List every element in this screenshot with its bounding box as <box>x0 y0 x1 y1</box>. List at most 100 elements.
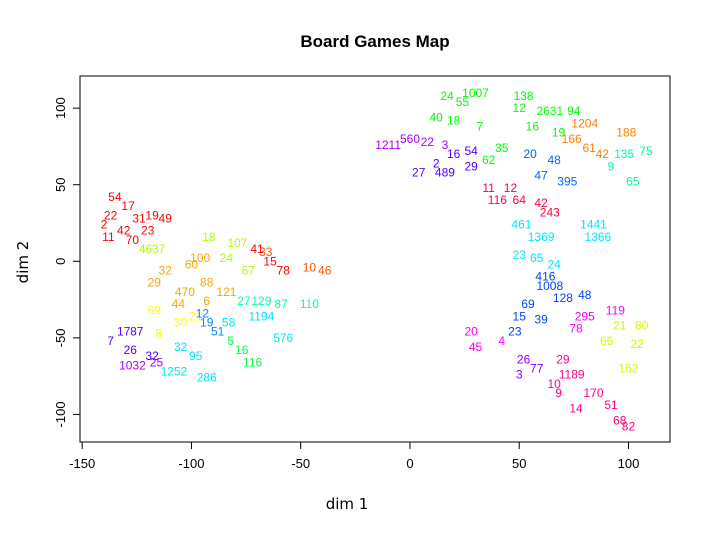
x-tick-label: -100 <box>178 456 204 471</box>
scatter-point-label: 1366 <box>585 230 612 244</box>
scatter-point-label: 29 <box>148 276 162 290</box>
scatter-point-label: 24 <box>220 251 234 265</box>
scatter-point-label: 40 <box>430 110 444 124</box>
scatter-point-label: 5 <box>227 334 234 348</box>
scatter-point-label: 116 <box>243 355 262 369</box>
scatter-point-label: 20 <box>523 147 537 161</box>
scatter-point-label: 17 <box>121 199 135 213</box>
scatter-point-label: 295 <box>575 309 595 323</box>
scatter-point-label: 15 <box>513 309 527 323</box>
scatter-point-label: 18 <box>202 230 216 244</box>
scatter-point-label: 20 <box>464 325 478 339</box>
scatter-point-label: 33 <box>259 245 273 259</box>
scatter-point-label: 10 <box>548 377 562 391</box>
scatter-point-label: 27 <box>412 165 426 179</box>
scatter-point-label: 119 <box>606 303 625 317</box>
scatter-point-label: 68 <box>613 414 627 428</box>
scatter-point-label: 9 <box>608 159 615 173</box>
x-axis: -150 -100 -50 0 50 100 <box>69 441 639 471</box>
x-tick-label: -50 <box>291 456 310 471</box>
scatter-point-label: 70 <box>126 233 140 247</box>
scatter-point-label: 23 <box>513 248 527 262</box>
scatter-point-label: 49 <box>159 211 173 225</box>
y-axis: -100 -50 0 50 100 <box>53 97 81 427</box>
scatter-point-label: 45 <box>469 340 483 354</box>
scatter-point-label: 42 <box>596 147 610 161</box>
x-tick-label: 50 <box>512 456 526 471</box>
scatter-point-label: 24 <box>440 89 454 103</box>
scatter-point-label: 32 <box>145 349 159 363</box>
scatter-point-label: 162 <box>618 361 638 375</box>
scatter-point-label: 60 <box>185 257 199 271</box>
scatter-point-label: 2 <box>101 218 108 232</box>
scatter-point-label: 1441 <box>580 218 607 232</box>
scatter-point-label: 26 <box>124 343 138 357</box>
scatter-point-label: 110 <box>300 297 319 311</box>
scatter-point-label: 16 <box>447 147 461 161</box>
scatter-point-label: 12 <box>504 181 518 195</box>
scatter-point-label: 6 <box>203 294 210 308</box>
scatter-point-label: 46 <box>139 242 153 256</box>
scatter-point-label: 107 <box>227 236 247 250</box>
scatter-point-label: 1189 <box>559 368 585 382</box>
scatter-point-label: 135 <box>614 147 634 161</box>
scatter-point-label: 47 <box>534 169 548 183</box>
scatter-point-label: 37 <box>152 242 166 256</box>
scatter-point-label: 78 <box>569 322 583 336</box>
scatter-point-label: 19 <box>200 316 214 330</box>
scatter-point-label: 23 <box>141 224 155 238</box>
scatter-point-label: 26 <box>517 352 531 366</box>
scatter-point-label: 78 <box>277 263 291 277</box>
scatter-point-label: 69 <box>148 303 162 317</box>
scatter-point-label: 416 <box>535 270 555 284</box>
scatter-point-label: 69 <box>521 297 535 311</box>
scatter-point-label: 1211 <box>375 138 401 152</box>
scatter-point-label: 129 <box>251 294 271 308</box>
scatter-point-label: 576 <box>273 331 293 345</box>
scatter-point-label: 12 <box>513 101 527 115</box>
scatter-point-label: 30 <box>174 316 188 330</box>
scatter-point-label: 62 <box>482 153 496 167</box>
scatter-point-label: 11 <box>102 230 115 244</box>
y-tick-label: 0 <box>53 258 68 265</box>
scatter-point-label: 87 <box>274 297 288 311</box>
scatter-point-label: 7 <box>477 120 484 134</box>
scatter-point-label: 1032 <box>119 358 146 372</box>
scatter-point-label: 2631 <box>536 104 563 118</box>
scatter-point-label: 51 <box>211 325 225 339</box>
scatter-point-label: 395 <box>557 175 577 189</box>
scatter-point-label: 41 <box>250 242 264 256</box>
scatter-point-label: 1007 <box>462 86 489 100</box>
scatter-point-label: 100 <box>190 251 210 265</box>
scatter-point-label: 21 <box>189 309 203 323</box>
scatter-point-label: 88 <box>200 276 214 290</box>
scatter-point-label: 80 <box>635 319 649 333</box>
scatter-point-label: 9 <box>555 386 562 400</box>
scatter-point-label: 66 <box>600 334 614 348</box>
scatter-point-label: 8 <box>155 326 162 340</box>
scatter-point-label: 138 <box>514 89 534 103</box>
scatter-point-label: 21 <box>613 319 627 333</box>
scatter-point-label: 42 <box>534 196 548 210</box>
scatter-point-label: 18 <box>447 113 461 127</box>
y-tick-label: 100 <box>53 97 68 119</box>
scatter-point-label: 54 <box>464 144 478 158</box>
scatter-point-label: 1204 <box>571 116 598 130</box>
scatter-point-label: 22 <box>104 208 118 222</box>
scatter-point-label: 29 <box>464 159 478 173</box>
scatter-point-label: 128 <box>553 291 573 305</box>
scatter-point-label: 10 <box>303 260 317 274</box>
scatter-point-label: 489 <box>435 165 455 179</box>
scatter-point-label: 19 <box>552 126 566 140</box>
scatter-point-label: 42 <box>117 224 131 238</box>
scatter-point-label: 39 <box>534 312 548 326</box>
scatter-point-label: 286 <box>197 371 217 385</box>
scatter-point-label: 64 <box>513 193 527 207</box>
scatter-point-label: 121 <box>216 285 236 299</box>
y-tick-label: -50 <box>53 328 68 347</box>
scatter-point-label: 58 <box>222 316 236 330</box>
scatter-point-label: 48 <box>578 288 592 302</box>
scatter-point-label: 82 <box>622 420 636 434</box>
